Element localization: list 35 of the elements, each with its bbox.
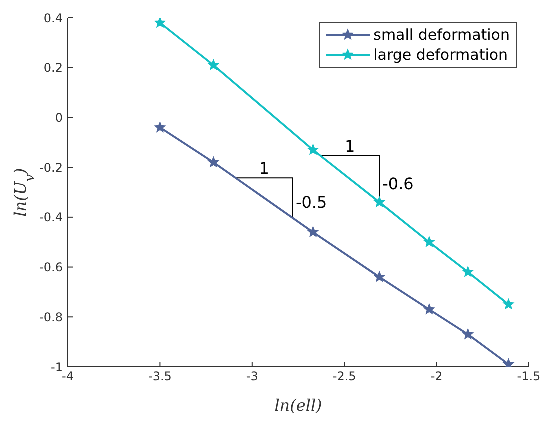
x-tick-label: -1.5 [517, 370, 541, 384]
y-tick-label: 0.2 [44, 61, 63, 76]
point [154, 18, 166, 28]
y-tick-label: -0.8 [40, 310, 63, 324]
point [424, 304, 435, 314]
x-tick-label: -3 [246, 370, 258, 384]
point [374, 272, 385, 282]
legend-label: small deformation [374, 25, 510, 45]
point [154, 122, 166, 132]
point [208, 157, 219, 168]
point [503, 299, 514, 310]
y-tick-label: 0.4 [44, 11, 63, 26]
point [424, 236, 435, 247]
y-tick-label: 0 [55, 110, 63, 125]
x-tick-label: -3.5 [148, 370, 172, 384]
annotation: 1 [345, 136, 356, 156]
annotation: 1 [259, 159, 270, 178]
y-tick-label: -1 [51, 360, 63, 374]
annotation: -0.5 [296, 193, 328, 212]
x-tick-label: -4 [62, 370, 74, 384]
x-tick-label: -2.5 [332, 370, 356, 384]
x-tick-label: -2 [430, 370, 443, 384]
legend-label: large deformation [374, 45, 508, 65]
y-tick-label: -0.2 [40, 160, 63, 175]
point [503, 359, 514, 367]
point [208, 60, 219, 70]
point [462, 266, 474, 277]
point [308, 144, 319, 155]
y-tick-label: -0.6 [40, 260, 63, 275]
annotation: -0.6 [382, 174, 414, 194]
y-tick-label: -0.4 [40, 210, 63, 225]
x-axis-title: ln(ell) [274, 396, 322, 415]
point [308, 226, 319, 237]
point [462, 329, 474, 340]
point [374, 196, 385, 208]
